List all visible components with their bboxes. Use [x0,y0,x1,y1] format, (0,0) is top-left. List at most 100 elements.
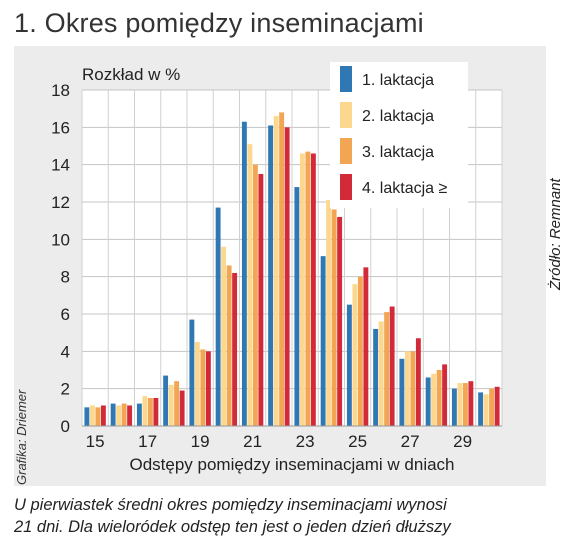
caption-line-2: 21 dni. Dla wieloródek odstęp ten jest o… [14,518,451,536]
bar-22-series-1 [268,125,274,426]
y-tick-label: 16 [51,118,70,137]
bar-23-series-3 [305,151,311,426]
x-axis-title: Odstępy pomiędzy inseminacjami w dniach [129,455,454,474]
bar-25-series-4 [363,267,369,426]
bar-22-series-4 [284,127,290,426]
bar-27-series-3 [410,351,416,426]
graphic-credit: Grafika: Driemer [14,389,29,485]
bar-23-series-1 [294,187,300,426]
bar-19-series-2 [194,342,200,426]
legend-box [330,62,468,208]
x-tick-label: 29 [453,432,472,451]
x-tick-label: 27 [401,432,420,451]
bar-27-series-1 [399,358,405,426]
bar-24-series-4 [337,216,343,426]
bar-24-series-2 [326,200,332,426]
bar-16-series-3 [121,403,127,426]
caption-line-1: U pierwiastek średni okres pomiędzy inse… [14,496,447,514]
y-tick-label: 6 [61,305,70,324]
source-credit: Żródło: Remnant [547,178,564,290]
bar-19-series-3 [200,349,206,426]
bar-25-series-3 [357,276,363,426]
x-tick-label: 25 [348,432,367,451]
bar-22-series-3 [279,112,285,427]
bar-15-series-1 [84,407,90,426]
bar-20-series-2 [221,246,227,426]
bar-18-series-1 [163,375,169,426]
bar-24-series-3 [331,209,337,426]
legend-swatch-3 [340,138,352,164]
chart-panel: 0 2 4 6 8 10 12 14 16 18 15 17 19 21 23 25 27 29 Rozkład w… [14,46,546,486]
bar-16-series-4 [127,405,133,426]
bar-20-series-3 [226,265,232,426]
legend-swatch-2 [340,102,352,128]
x-tick-label: 17 [138,432,157,451]
legend-label-4: 4. laktacja ≥ [362,180,447,197]
legend-label-1: 1. laktacja [362,72,434,89]
bar-15-series-3 [95,407,101,426]
y-axis-title: Rozkład w % [82,65,180,84]
bar-30-series-2 [483,394,489,426]
bar-18-series-3 [174,381,180,426]
x-tick-label: 21 [243,432,262,451]
bar-30-series-3 [489,388,495,426]
x-tick-label: 15 [86,432,105,451]
bar-19-series-1 [189,319,195,426]
bar-16-series-1 [110,403,116,426]
y-tick-label: 0 [61,417,70,436]
bar-21-series-1 [241,121,247,426]
y-tick-label: 10 [51,230,70,249]
bar-18-series-4 [179,390,185,426]
bar-19-series-4 [205,351,211,426]
bar-17-series-2 [142,396,148,426]
legend-label-3: 3. laktacja [362,144,434,161]
bar-24-series-1 [320,256,326,426]
bar-25-series-2 [352,284,358,426]
bar-30-series-1 [478,392,484,426]
x-tick-label: 23 [296,432,315,451]
bar-28-series-4 [442,364,448,426]
bar-21-series-3 [252,164,258,426]
y-tick-label: 4 [61,342,70,361]
bar-25-series-1 [346,304,352,426]
bar-15-series-4 [100,405,106,426]
bar-17-series-4 [153,398,159,426]
bar-20-series-1 [215,207,221,426]
bar-22-series-2 [273,116,279,426]
y-tick-label: 18 [51,81,70,100]
y-tick-label: 14 [51,156,70,175]
bar-17-series-3 [147,398,153,426]
bar-20-series-4 [232,272,238,426]
bar-15-series-2 [89,405,95,426]
bar-30-series-4 [494,386,500,426]
bar-29-series-2 [457,383,463,426]
x-tick-label: 19 [191,432,210,451]
bar-26-series-4 [389,306,395,426]
bar-26-series-1 [373,328,379,426]
y-tick-label: 12 [51,193,70,212]
legend-label-2: 2. laktacja [362,108,434,125]
bar-28-series-2 [431,373,437,426]
bar-29-series-3 [462,383,468,426]
bar-23-series-2 [299,153,305,426]
bar-21-series-2 [247,144,253,426]
bar-27-series-2 [404,351,410,426]
bar-26-series-2 [378,321,384,426]
bar-29-series-1 [451,388,457,426]
bar-21-series-4 [258,174,264,426]
bar-16-series-2 [116,405,122,426]
bar-23-series-4 [310,153,316,426]
bar-27-series-4 [415,338,421,426]
legend-swatch-1 [340,66,352,92]
caption: U pierwiastek średni okres pomiędzy inse… [14,494,559,538]
bar-chart: 0 2 4 6 8 10 12 14 16 18 15 17 19 21 23 25 27 29 Rozkład w… [51,62,503,474]
legend-swatch-4 [340,174,352,200]
bar-28-series-3 [436,370,442,426]
page-heading: 1. Okres pomiędzy inseminacjami [14,8,424,38]
bar-18-series-2 [168,384,174,426]
y-tick-label: 2 [61,380,70,399]
bar-26-series-3 [384,312,390,426]
y-tick-label: 8 [61,268,70,287]
bar-17-series-1 [136,403,142,426]
bar-29-series-4 [468,381,474,426]
